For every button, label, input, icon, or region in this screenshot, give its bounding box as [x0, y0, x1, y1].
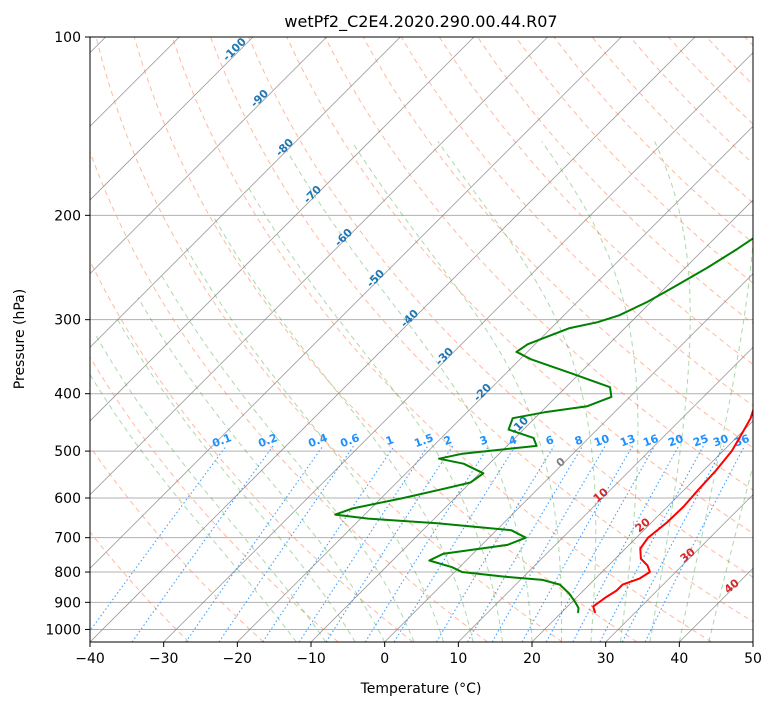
y-tick-label: 100 [54, 30, 81, 46]
y-tick-label: 500 [54, 444, 81, 460]
x-tick-label: 30 [597, 651, 615, 667]
x-tick-label: −10 [296, 651, 326, 667]
x-tick-label: 10 [449, 651, 467, 667]
x-tick-label: 50 [744, 651, 762, 667]
y-tick-label: 400 [54, 387, 81, 403]
x-tick-label: −20 [223, 651, 253, 667]
y-tick-label: 700 [54, 531, 81, 547]
chart-title: wetPf2_C2E4.2020.290.00.44.R07 [284, 12, 557, 32]
x-tick-label: −40 [75, 651, 105, 667]
x-tick-label: −30 [149, 651, 179, 667]
x-tick-label: 20 [523, 651, 541, 667]
y-tick-label: 1000 [45, 622, 81, 638]
x-tick-label: 0 [380, 651, 389, 667]
y-tick-label: 200 [54, 208, 81, 224]
y-tick-label: 600 [54, 491, 81, 507]
x-tick-label: 40 [670, 651, 688, 667]
x-axis-title: Temperature (°C) [360, 681, 482, 697]
y-tick-label: 800 [54, 565, 81, 581]
y-tick-label: 300 [54, 313, 81, 329]
y-tick-label: 900 [54, 595, 81, 611]
y-axis-title: Pressure (hPa) [12, 289, 28, 389]
